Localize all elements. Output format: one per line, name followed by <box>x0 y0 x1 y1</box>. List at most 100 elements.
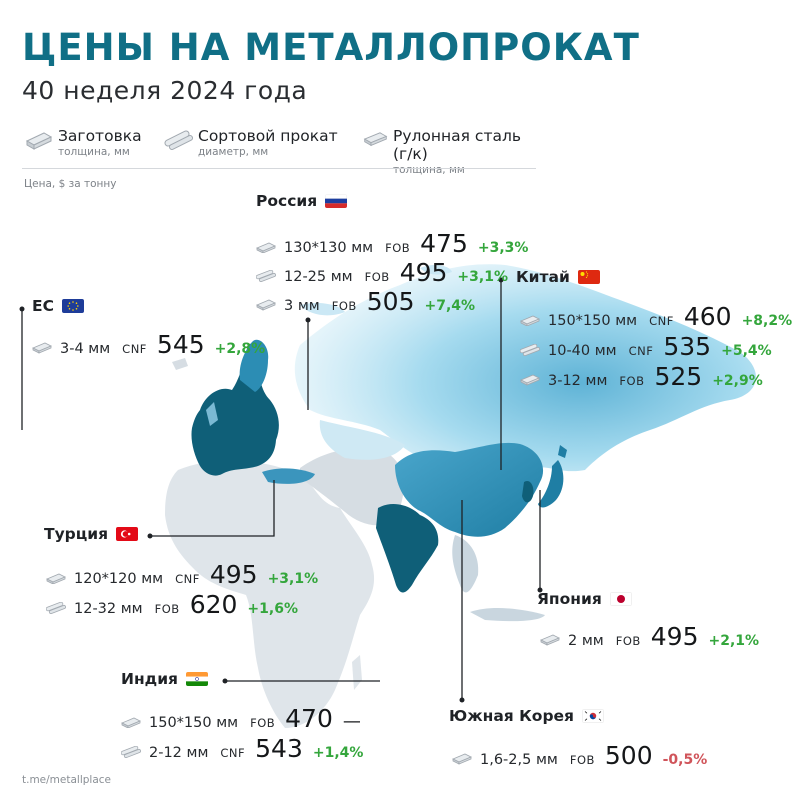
price-row: 10-40 мм CNF 535 +5,4% <box>519 332 772 361</box>
price-value: 545 <box>156 330 205 359</box>
price-value: 470 <box>285 704 333 733</box>
delivery-basis: FOB <box>615 634 641 648</box>
region-name: Индия <box>121 670 209 688</box>
price-row: 150*150 мм CNF 460 +8,2% <box>520 302 792 331</box>
coil-icon <box>540 631 560 646</box>
price-value: 495 <box>399 258 448 287</box>
product-size: 120*120 мм <box>74 571 164 587</box>
coil-icon <box>452 750 472 765</box>
legend-item-billet: Заготовка толщина, мм <box>24 127 142 158</box>
leader-line-turkey <box>150 480 275 537</box>
price-row: 1,6-2,5 мм FOB 500 -0,5% <box>452 741 707 770</box>
central-asia-shape <box>319 420 405 460</box>
delivery-basis: CNF <box>175 572 200 586</box>
price-change: +8,2% <box>741 313 793 329</box>
russia-flag-icon <box>325 194 348 208</box>
india-shape <box>376 504 439 593</box>
billet-icon <box>520 311 540 327</box>
product-size: 2 мм <box>568 633 604 649</box>
long-products-icon <box>45 599 66 614</box>
price-value: 620 <box>189 590 238 619</box>
delivery-basis: FOB <box>385 241 411 255</box>
japan-flag-icon <box>609 592 632 606</box>
product-size: 150*150 мм <box>149 715 239 731</box>
coil-icon <box>520 371 540 386</box>
price-value: 475 <box>420 229 468 258</box>
price-change: +2,9% <box>712 373 763 389</box>
price-change: — <box>342 711 361 732</box>
delivery-basis: FOB <box>569 753 595 767</box>
region-label: Южная Корея <box>449 707 575 725</box>
long-products-icon <box>164 130 193 150</box>
product-size: 2-12 мм <box>149 745 209 761</box>
china-flag-icon <box>577 270 600 284</box>
turkey-shape <box>262 468 315 484</box>
product-size: 150*150 мм <box>548 313 638 329</box>
delivery-basis: FOB <box>619 374 645 388</box>
eu-flag-icon <box>61 299 84 313</box>
legend-sublabel: толщина, мм <box>58 146 130 158</box>
page-subtitle: 40 неделя 2024 года <box>22 76 308 105</box>
delivery-basis: CNF <box>628 344 654 358</box>
billet-icon <box>121 713 141 729</box>
africa-shape <box>165 460 375 728</box>
legend-item-long-products: Сортовой прокат диаметр, мм <box>164 127 338 158</box>
price-value: 505 <box>366 287 415 316</box>
scandinavia-shape <box>239 339 269 392</box>
product-size: 12-25 мм <box>284 269 353 285</box>
source-link[interactable]: t.me/metallplace <box>22 774 112 786</box>
marker-dot-india <box>222 678 228 684</box>
product-size: 10-40 мм <box>548 343 617 359</box>
price-value: 543 <box>255 734 303 763</box>
delivery-basis: FOB <box>250 716 276 730</box>
price-change: +7,4% <box>424 298 476 314</box>
price-row: 130*130 мм FOB 475 +3,3% <box>256 229 528 258</box>
region-name: Россия <box>256 192 348 210</box>
product-size: 130*130 мм <box>284 240 374 256</box>
long-products-icon <box>255 267 276 282</box>
korea-shape <box>522 480 534 503</box>
long-products-icon <box>120 743 141 758</box>
billet-icon <box>256 238 276 254</box>
unit-note: Цена, $ за тонну <box>24 178 117 190</box>
region-label: ЕС <box>32 297 54 315</box>
uk-shape <box>206 402 218 426</box>
region-name: Турция <box>44 525 139 543</box>
indonesia-shape <box>470 608 545 622</box>
japan-shape <box>538 460 564 508</box>
japan-north-shape <box>558 445 567 458</box>
eurasia-shape <box>294 264 757 480</box>
legend-sublabel: толщина, мм <box>393 164 465 176</box>
billet-icon <box>25 132 53 150</box>
india-flag-icon <box>186 672 209 686</box>
legend-label: Рулонная сталь (г/к) <box>393 127 522 163</box>
header-divider <box>22 168 536 169</box>
middle-east-shape <box>300 448 404 526</box>
long-products-icon <box>519 341 540 356</box>
delivery-basis: CNF <box>649 314 674 328</box>
region-label: Китай <box>516 268 570 286</box>
price-change: +3,3% <box>477 240 529 256</box>
turkey-flag-icon <box>116 527 139 541</box>
price-row: 120*120 мм CNF 495 +3,1% <box>46 560 318 589</box>
coil-icon <box>363 132 388 147</box>
region-name: Китай <box>516 268 600 286</box>
price-row: 2-12 мм CNF 543 +1,4% <box>120 734 363 763</box>
marker-dot-turkey <box>147 533 153 539</box>
madagascar-shape <box>352 655 362 690</box>
marker-dot-eu <box>19 306 25 312</box>
legend-sublabel: диаметр, мм <box>198 146 269 158</box>
region-label: Турция <box>44 525 109 543</box>
marker-dot-korea <box>459 697 465 703</box>
price-value: 535 <box>663 332 712 361</box>
price-value: 525 <box>654 362 703 391</box>
price-value: 495 <box>209 560 258 589</box>
se-asia-shape <box>452 535 479 593</box>
coil-icon <box>256 296 276 311</box>
china-shape <box>395 442 544 537</box>
billet-icon <box>46 569 66 585</box>
page-title: ЦЕНЫ НА МЕТАЛЛОПРОКАТ <box>22 26 640 69</box>
region-name: Япония <box>537 590 632 608</box>
coil-icon <box>32 339 52 354</box>
product-legend: Заготовка толщина, мм Сортовой прокат ди… <box>24 127 544 176</box>
